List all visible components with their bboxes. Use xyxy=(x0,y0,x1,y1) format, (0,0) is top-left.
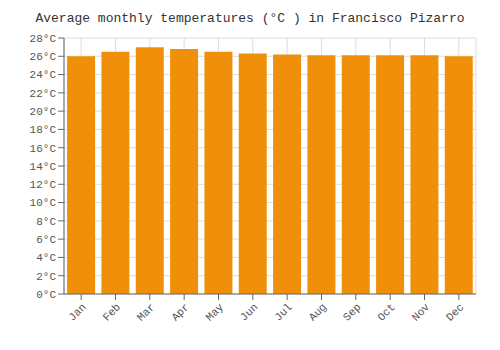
svg-text:Aug: Aug xyxy=(307,301,329,323)
svg-text:26°C: 26°C xyxy=(30,51,57,63)
svg-text:18°C: 18°C xyxy=(30,124,57,136)
svg-text:Sep: Sep xyxy=(341,301,363,323)
svg-text:28°C: 28°C xyxy=(30,33,57,45)
svg-text:Apr: Apr xyxy=(169,301,191,323)
svg-text:Nov: Nov xyxy=(410,301,433,324)
svg-text:Jun: Jun xyxy=(238,301,260,323)
svg-text:Mar: Mar xyxy=(135,301,157,323)
svg-text:2°C: 2°C xyxy=(36,271,56,283)
svg-text:Dec: Dec xyxy=(444,301,466,323)
svg-text:24°C: 24°C xyxy=(30,69,57,81)
svg-text:Jan: Jan xyxy=(66,301,88,323)
svg-text:14°C: 14°C xyxy=(30,161,57,173)
svg-text:May: May xyxy=(204,301,227,324)
svg-text:12°C: 12°C xyxy=(30,179,57,191)
svg-text:8°C: 8°C xyxy=(36,216,56,228)
html-text:Average monthly temperatures (: Average monthly temperatures (°C ) in Fr… xyxy=(35,11,465,26)
svg-text:10°C: 10°C xyxy=(30,197,57,209)
svg-text:4°C: 4°C xyxy=(36,252,56,264)
svg-text:Jul: Jul xyxy=(272,301,294,323)
svg-text:Oct: Oct xyxy=(375,301,397,323)
svg-text:6°C: 6°C xyxy=(36,234,56,246)
svg-text:16°C: 16°C xyxy=(30,143,57,155)
svg-text:20°C: 20°C xyxy=(30,106,57,118)
svg-text:0°C: 0°C xyxy=(36,289,56,301)
svg-text:22°C: 22°C xyxy=(30,88,57,100)
svg-text:Feb: Feb xyxy=(101,301,123,323)
